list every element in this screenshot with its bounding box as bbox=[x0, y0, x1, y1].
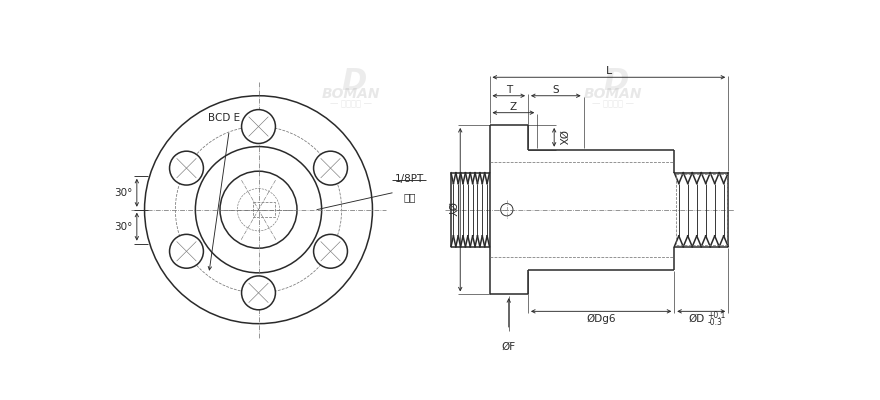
Text: — 勃鲁工业 —: — 勃鲁工业 — bbox=[591, 99, 634, 108]
Text: ØD: ØD bbox=[688, 314, 705, 324]
Circle shape bbox=[313, 234, 348, 268]
Text: ØDg6: ØDg6 bbox=[586, 314, 616, 324]
Text: ØY: ØY bbox=[446, 202, 456, 217]
Text: D: D bbox=[341, 67, 367, 96]
Text: 1/8PT: 1/8PT bbox=[395, 174, 424, 184]
Text: S: S bbox=[553, 84, 559, 94]
Text: ØX: ØX bbox=[557, 130, 567, 145]
Bar bbox=[676, 174, 727, 245]
Bar bbox=[253, 202, 275, 218]
Circle shape bbox=[241, 110, 275, 144]
Text: Z: Z bbox=[510, 102, 517, 112]
Circle shape bbox=[313, 151, 348, 185]
Text: BOMAN: BOMAN bbox=[322, 87, 380, 101]
Text: D: D bbox=[603, 67, 628, 96]
Text: 30°: 30° bbox=[114, 222, 132, 232]
Circle shape bbox=[170, 151, 203, 185]
Text: — 勃鲁工业 —: — 勃鲁工业 — bbox=[330, 99, 372, 108]
Text: BCD E: BCD E bbox=[208, 113, 240, 123]
Text: 油孔: 油孔 bbox=[403, 192, 415, 202]
Text: BOMAN: BOMAN bbox=[583, 87, 642, 101]
Text: ØF: ØF bbox=[502, 342, 516, 352]
Circle shape bbox=[241, 276, 275, 310]
Text: -0.3: -0.3 bbox=[708, 318, 722, 327]
Circle shape bbox=[170, 234, 203, 268]
Text: L: L bbox=[605, 66, 612, 76]
Text: T: T bbox=[506, 84, 512, 94]
Text: +0.1: +0.1 bbox=[708, 311, 726, 320]
Text: 30°: 30° bbox=[114, 188, 132, 198]
